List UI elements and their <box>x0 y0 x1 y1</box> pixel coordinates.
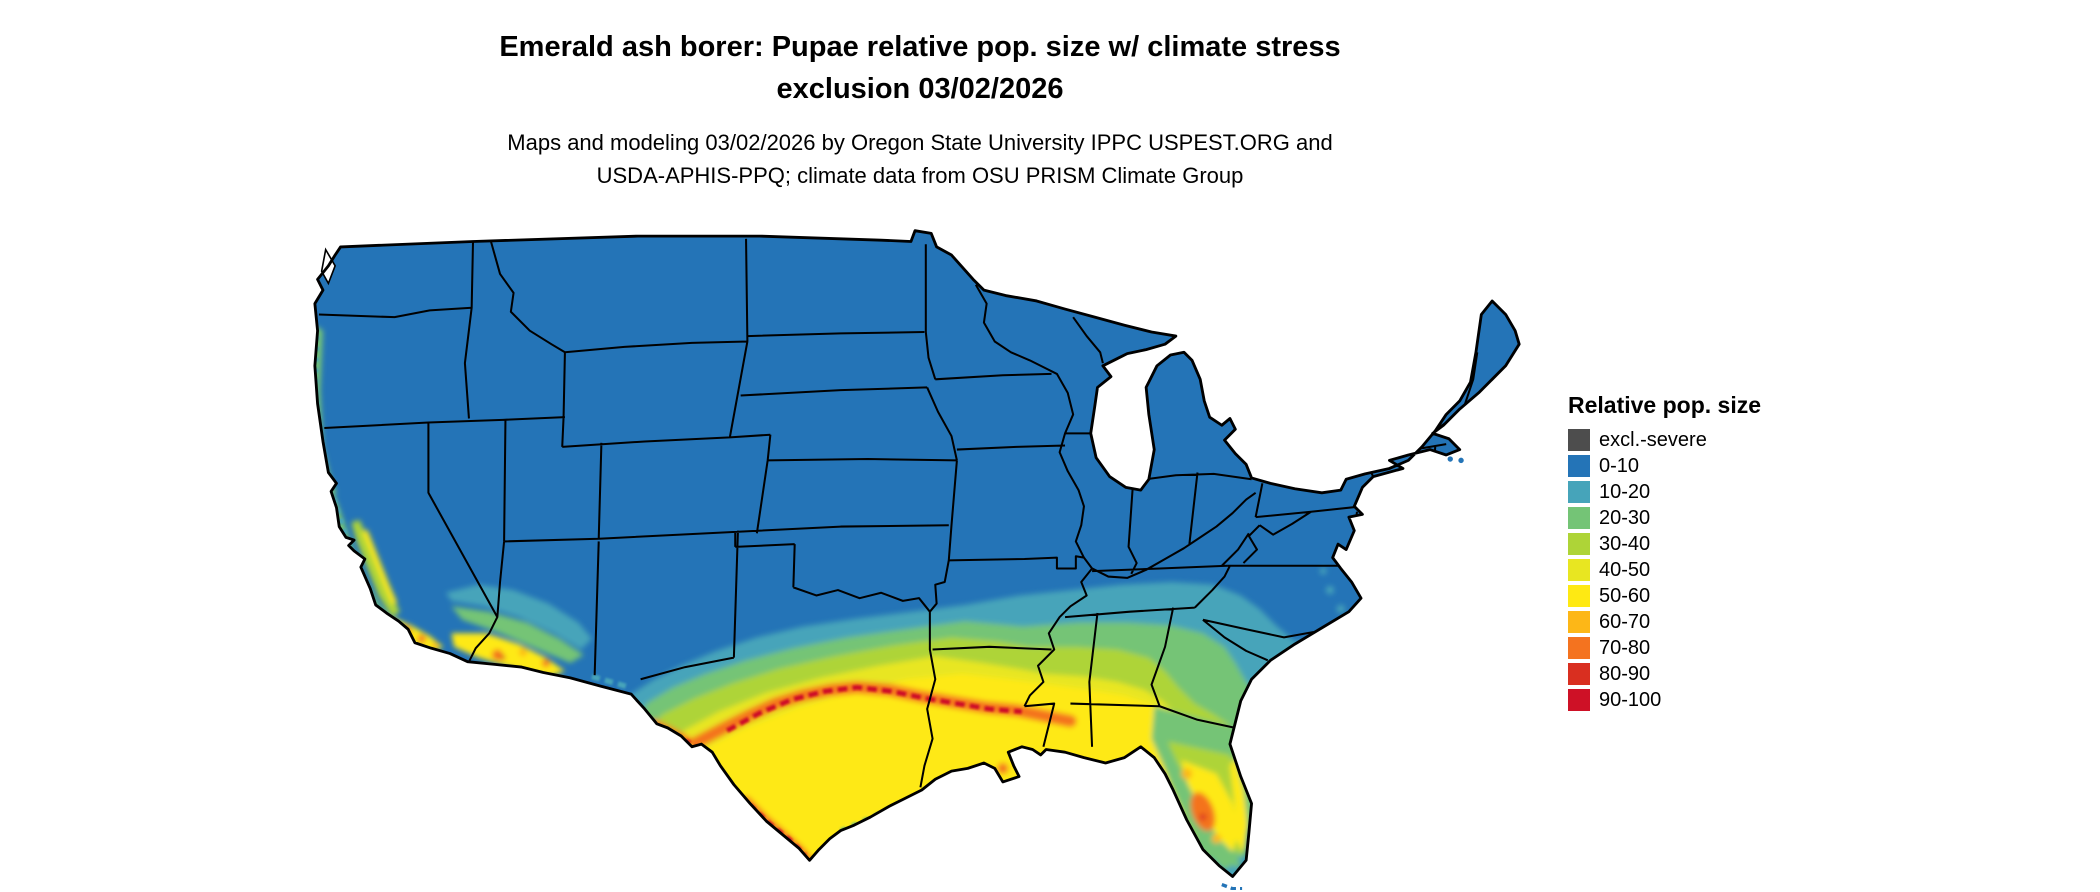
legend-swatch <box>1568 689 1590 711</box>
legend-label: 40-50 <box>1599 559 1651 581</box>
socal-orange-2 <box>417 634 426 643</box>
central-valley-yellow <box>362 529 398 605</box>
carolina-teal-1 <box>1325 586 1335 595</box>
arizona-teal-band <box>445 584 592 650</box>
legend-item: 70-80 <box>1568 637 1828 659</box>
legend-label: 80-90 <box>1599 663 1651 685</box>
delta-orange-1 <box>997 763 1009 774</box>
texas-red-speckle <box>725 684 1022 733</box>
florida-keys <box>1221 883 1243 890</box>
florida-east-coast-yellow <box>1229 757 1248 853</box>
legend-swatch <box>1568 507 1590 529</box>
legend-item: 60-70 <box>1568 611 1828 633</box>
florida-orange-core <box>1190 792 1216 832</box>
legend-swatch <box>1568 455 1590 477</box>
legend-swatch <box>1568 637 1590 659</box>
arizona-orange-2 <box>518 648 528 657</box>
legend-item: 80-90 <box>1568 663 1828 685</box>
carolina-teal-2 <box>1336 604 1345 614</box>
legend-swatch <box>1568 559 1590 581</box>
legend-item: excl.-severe <box>1568 429 1828 451</box>
new-mexico-teal-strip <box>591 673 631 690</box>
legend-label: 0-10 <box>1599 455 1640 477</box>
island-marthas-vineyard <box>1458 457 1464 464</box>
arizona-red <box>500 655 506 661</box>
florida-orange-spot-1 <box>1181 768 1193 780</box>
florida-red-spot <box>1199 813 1207 821</box>
delta-orange-2 <box>985 769 994 778</box>
legend-item: 90-100 <box>1568 689 1828 711</box>
legend-item: 0-10 <box>1568 455 1828 477</box>
us-map <box>300 228 1530 890</box>
florida-orange-spot-2 <box>1211 833 1222 844</box>
island-nantucket <box>1447 456 1453 462</box>
legend-swatch <box>1568 611 1590 633</box>
legend-label: 90-100 <box>1599 689 1662 711</box>
legend-label: 70-80 <box>1599 637 1651 659</box>
us-outline <box>313 229 1521 878</box>
arizona-green-band <box>451 606 584 664</box>
legend-swatch <box>1568 585 1590 607</box>
legend-swatch <box>1568 663 1590 685</box>
legend-label: 60-70 <box>1599 611 1651 633</box>
oregon-coast-green <box>314 325 337 496</box>
legend-label: 10-20 <box>1599 481 1651 503</box>
legend-label: excl.-severe <box>1599 429 1707 451</box>
virginia-teal <box>1319 567 1327 575</box>
legend-label: 50-60 <box>1599 585 1651 607</box>
legend-label: 30-40 <box>1599 533 1651 555</box>
title-block: Emerald ash borer: Pupae relative pop. s… <box>0 26 1840 192</box>
legend-swatch <box>1568 429 1590 451</box>
population-raster-layer <box>314 230 1520 877</box>
legend-swatch <box>1568 481 1590 503</box>
figure-title: Emerald ash borer: Pupae relative pop. s… <box>499 31 1341 63</box>
us-map-svg <box>313 229 1521 890</box>
legend-item: 30-40 <box>1568 533 1828 555</box>
legend-item: 10-20 <box>1568 481 1828 503</box>
arizona-orange-1 <box>491 649 503 661</box>
legend-item: 20-30 <box>1568 507 1828 529</box>
legend-label: 20-30 <box>1599 507 1651 529</box>
legend-items: excl.-severe 0-10 10-20 20-30 30-40 40-50 50-6… <box>1568 429 1828 711</box>
subtitle-line1: Maps and modeling 03/02/2026 by Oregon S… <box>507 130 1333 155</box>
legend-title: Relative pop. size <box>1568 392 1762 418</box>
subtitle-line2: USDA-APHIS-PPQ; climate data from OSU PR… <box>596 163 1244 188</box>
legend-item: 50-60 <box>1568 585 1828 607</box>
socal-orange-3 <box>431 642 439 649</box>
arizona-orange-3 <box>541 658 551 668</box>
figure-subtitle: Maps and modeling 03/02/2026 by Oregon S… <box>0 126 1840 192</box>
legend-swatch <box>1568 533 1590 555</box>
legend: Relative pop. size excl.-severe 0-10 10-20… <box>1568 392 1828 715</box>
legend-item: 40-50 <box>1568 559 1828 581</box>
figure-title-line2: exclusion 03/02/2026 <box>776 73 1064 105</box>
